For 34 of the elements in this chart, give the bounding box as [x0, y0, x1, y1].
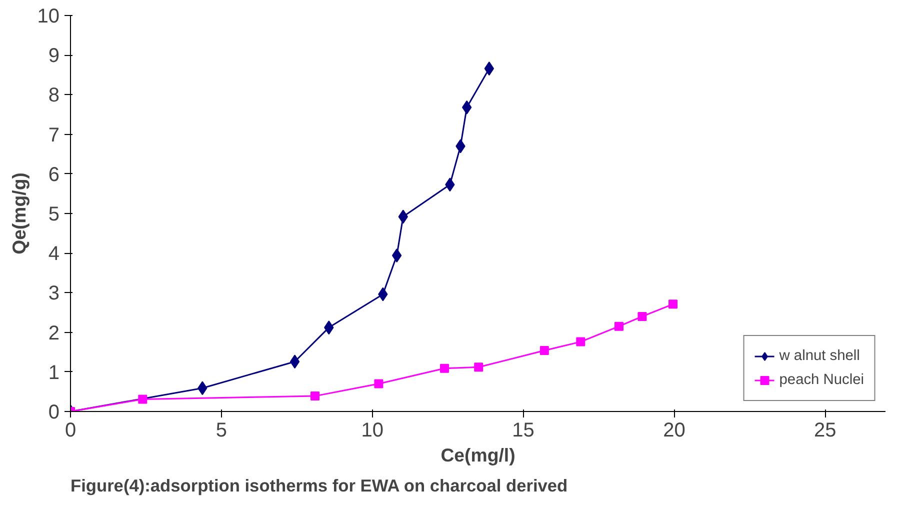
point: [310, 392, 320, 401]
y-tick-label: 10: [37, 6, 60, 28]
point: [290, 354, 300, 369]
point: [638, 312, 647, 321]
y-tick-label: 2: [48, 322, 60, 344]
point: [440, 364, 449, 373]
x-axis-title: Ce(mg/l): [440, 444, 516, 466]
y-tick-label: 5: [48, 204, 60, 226]
point: [668, 300, 678, 309]
y-tick-label: 8: [48, 84, 60, 107]
y-tick-label: 3: [48, 282, 60, 305]
point: [392, 248, 402, 262]
x-tick-label: 15: [512, 420, 534, 442]
text: Figure(4):adsorption isotherms for EWA on charcoal derived: [70, 476, 568, 496]
legend-label: peach Nuclei: [779, 372, 864, 388]
point: [540, 346, 549, 356]
x-tick-label: 10: [361, 420, 384, 442]
y-axis-title: Qe(mg/g): [8, 172, 30, 254]
legend-label: w alnut shell: [779, 348, 860, 364]
x-tick-label: 25: [814, 420, 836, 442]
y-tick-label: 6: [48, 164, 60, 186]
y-tick-label: 7: [48, 124, 60, 146]
point: [614, 322, 624, 331]
y-tick-label: 4: [48, 243, 60, 266]
point: [474, 362, 484, 372]
point: [138, 394, 148, 404]
point: [576, 337, 586, 346]
y-tick-label: 9: [48, 45, 60, 68]
x-tick-label: 20: [663, 420, 686, 442]
x-tick-label: 5: [216, 420, 227, 442]
x-tick-label: 0: [64, 420, 76, 442]
y-tick-label: 0: [48, 402, 60, 424]
y-tick-label: 1: [48, 362, 60, 384]
point: [374, 379, 384, 388]
